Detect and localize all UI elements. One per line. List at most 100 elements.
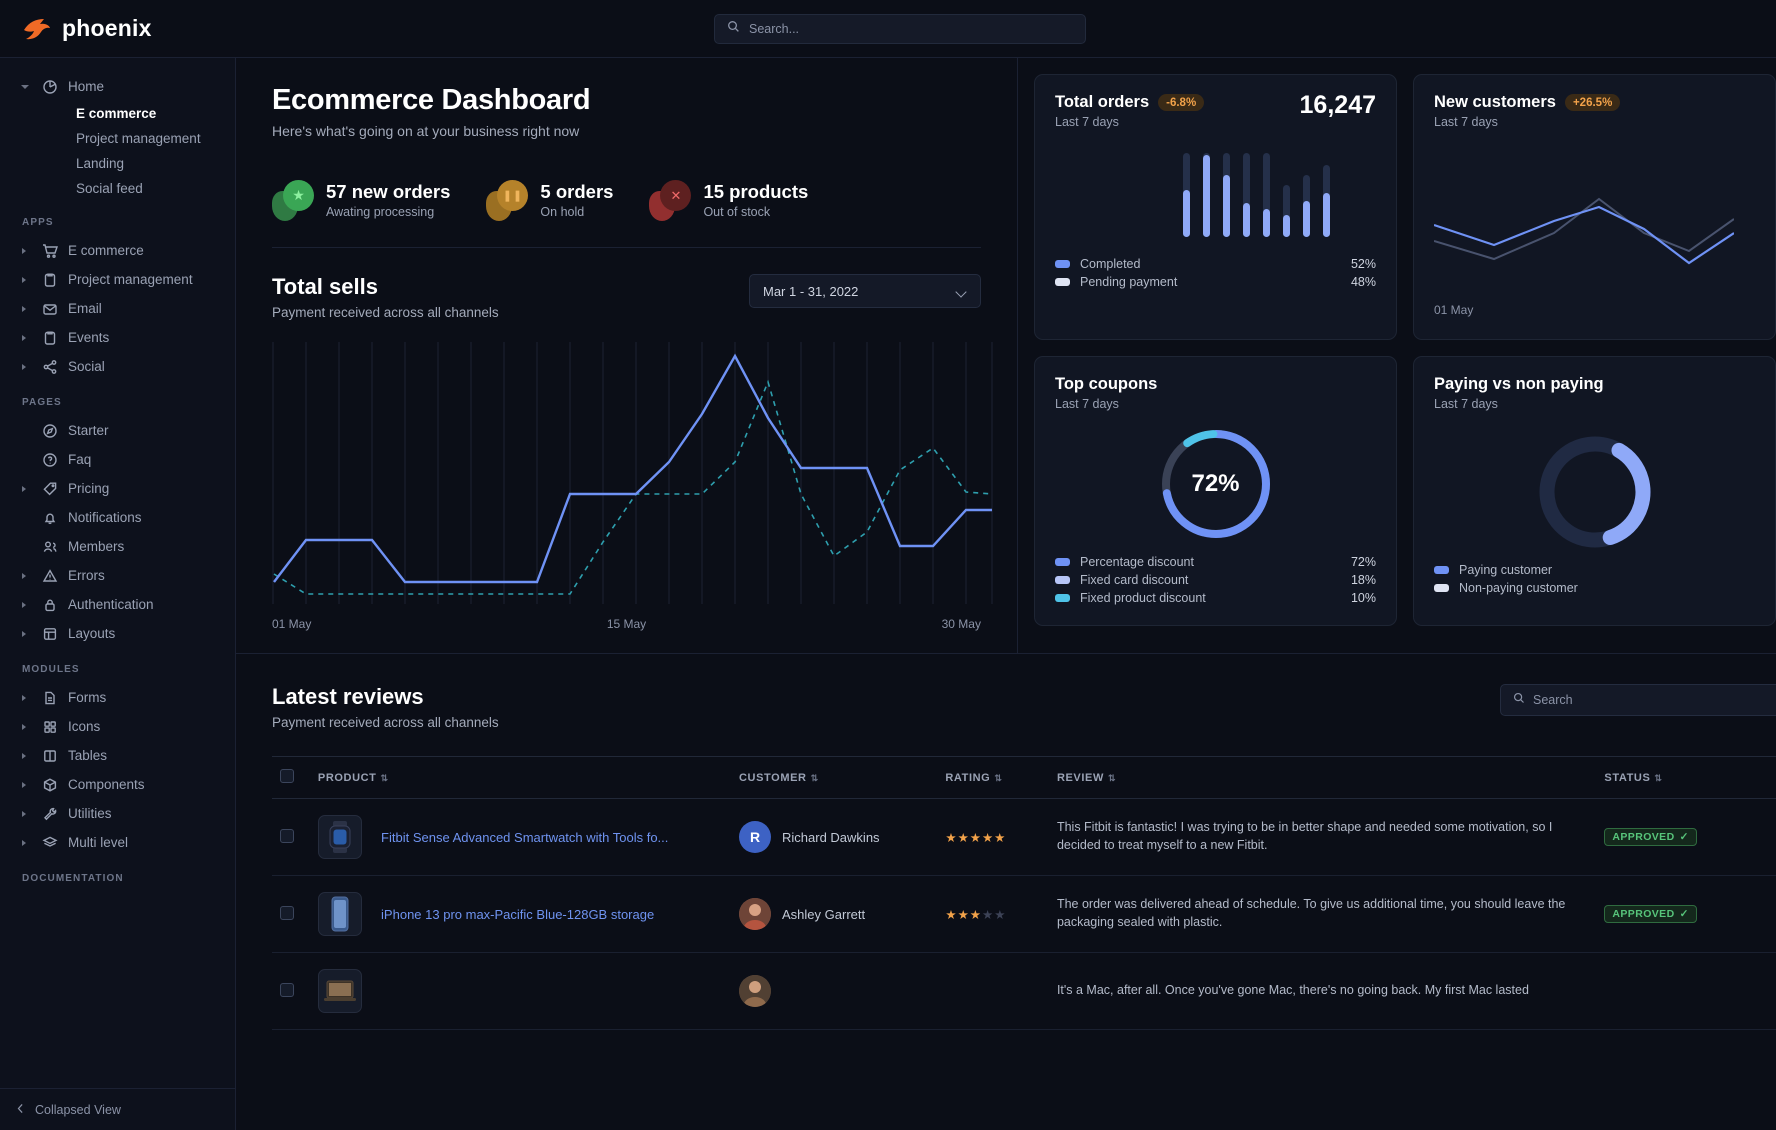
chevron-right-icon[interactable] [22, 780, 31, 789]
row-status-cell: APPROVED ✓ [1596, 875, 1776, 953]
chevron-right-icon[interactable] [22, 333, 31, 342]
avatar [739, 898, 772, 930]
row-checkbox[interactable] [280, 905, 294, 920]
card-subtitle: Last 7 days [1055, 397, 1119, 411]
sidebar-item-project-management[interactable]: Project management [0, 265, 235, 294]
sidebar-item-events[interactable]: Events [0, 323, 235, 352]
column-review[interactable]: REVIEW ⇅ [1048, 756, 1597, 799]
date-range-select[interactable]: Mar 1 - 31, 2022 [749, 274, 981, 308]
card-new-customers[interactable]: New customers +26.5% Last 7 days 01 May [1413, 74, 1776, 340]
sidebar-subitem-project-management[interactable]: Project management [76, 131, 201, 146]
reviews-search[interactable] [1500, 684, 1776, 716]
select-all-checkbox[interactable] [280, 769, 294, 783]
sidebar-item-faq[interactable]: Faq [0, 445, 235, 474]
column-product[interactable]: PRODUCT ⇅ [309, 756, 732, 799]
card-paying-vs-non-paying[interactable]: Paying vs non paying Last 7 days [1413, 356, 1776, 626]
paying-gauge [1434, 433, 1755, 551]
chevron-down-icon[interactable] [21, 82, 31, 91]
chevron-right-icon[interactable] [22, 838, 31, 847]
sidebar-item-components[interactable]: Components [0, 770, 235, 799]
card-total-orders[interactable]: Total orders -6.8% Last 7 days 16,247 [1034, 74, 1397, 340]
sort-icon[interactable]: ⇅ [1654, 772, 1663, 783]
series-previous [1434, 197, 1734, 261]
column-customer[interactable]: CUSTOMER ⇅ [731, 756, 938, 799]
column-label: STATUS [1604, 771, 1651, 784]
column-label: REVIEW [1056, 771, 1104, 784]
product-link[interactable]: Fitbit Sense Advanced Smartwatch with To… [381, 829, 669, 845]
card-subtitle: Last 7 days [1434, 397, 1498, 411]
sidebar-item-home[interactable]: Home [0, 72, 235, 101]
chevron-right-icon[interactable] [22, 693, 31, 702]
sidebar-item-notifications[interactable]: Notifications [0, 503, 235, 532]
chevron-right-icon[interactable] [22, 304, 31, 313]
global-search[interactable] [714, 14, 1086, 44]
stat-out-of-stock[interactable]: ✕ 15 products Out of stock [649, 179, 808, 221]
sidebar-item-forms[interactable]: Forms [0, 683, 235, 712]
review-text: It's a Mac, after all. Once you've gone … [1056, 983, 1529, 998]
table-row[interactable]: It's a Mac, after all. Once you've gone … [272, 952, 1776, 1030]
search-input[interactable] [749, 22, 1073, 36]
chevron-right-icon[interactable] [22, 275, 31, 284]
sort-icon[interactable]: ⇅ [380, 772, 389, 783]
product-link[interactable]: iPhone 13 pro max-Pacific Blue-128GB sto… [381, 906, 655, 922]
sidebar-subitem-landing[interactable]: Landing [76, 156, 125, 171]
chevron-down-icon[interactable] [956, 288, 967, 295]
sidebar-item-errors[interactable]: Errors [0, 561, 235, 590]
sidebar-item-utilities[interactable]: Utilities [0, 799, 235, 828]
table-row[interactable]: Fitbit Sense Advanced Smartwatch with To… [272, 798, 1776, 876]
pause-icon: ❚❚ [486, 179, 529, 221]
column-status[interactable]: STATUS ⇅ [1596, 756, 1776, 799]
row-product-cell[interactable]: Fitbit Sense Advanced Smartwatch with To… [373, 798, 732, 876]
row-checkbox[interactable] [280, 982, 294, 997]
sort-icon[interactable]: ⇅ [1107, 772, 1117, 783]
row-thumbnail-cell [309, 952, 374, 1030]
sidebar-item-multi-level[interactable]: Multi level [0, 828, 235, 857]
select-all-cell[interactable] [272, 756, 310, 799]
row-product-cell[interactable] [373, 952, 732, 1030]
sidebar-item-e-commerce[interactable]: E commerce [0, 236, 235, 265]
row-checkbox[interactable] [280, 828, 294, 843]
collapsed-view-toggle[interactable]: Collapsed View [0, 1088, 235, 1130]
sidebar-subitem-ecommerce[interactable]: E commerce [76, 106, 157, 121]
sidebar-item-starter[interactable]: Starter [0, 416, 235, 445]
sort-icon[interactable]: ⇅ [994, 772, 1003, 783]
stat-value: 57 new orders [326, 181, 451, 202]
sidebar-item-layouts[interactable]: Layouts [0, 619, 235, 648]
sidebar-item-authentication[interactable]: Authentication [0, 590, 235, 619]
series-current [1434, 205, 1734, 265]
chevron-right-icon[interactable] [22, 600, 31, 609]
chevron-right-icon[interactable] [22, 629, 31, 638]
brand[interactable]: phoenix [0, 15, 236, 42]
kpi-card-grid: Total orders -6.8% Last 7 days 16,247 [1018, 58, 1776, 653]
card-title: Paying vs non paying [1434, 375, 1604, 393]
sidebar-item-email[interactable]: Email [0, 294, 235, 323]
sidebar-item-pricing[interactable]: Pricing [0, 474, 235, 503]
row-select-cell[interactable] [272, 952, 310, 1030]
chevron-right-icon[interactable] [22, 484, 31, 493]
chevron-right-icon[interactable] [22, 246, 31, 255]
sidebar-item-label: Multi level [68, 835, 129, 850]
row-select-cell[interactable] [272, 875, 310, 953]
row-product-cell[interactable]: iPhone 13 pro max-Pacific Blue-128GB sto… [373, 875, 732, 953]
stat-new-orders[interactable]: ★ 57 new orders Awating processing [272, 179, 450, 221]
chevron-right-icon[interactable] [22, 722, 31, 731]
sidebar-item-members[interactable]: Members [0, 532, 235, 561]
sidebar-group-modules: MODULES [22, 664, 80, 675]
chevron-right-icon[interactable] [22, 571, 31, 580]
sort-icon[interactable]: ⇅ [810, 772, 819, 783]
chevron-right-icon[interactable] [22, 362, 31, 371]
row-select-cell[interactable] [272, 798, 310, 876]
legend-label: Paying customer [1459, 563, 1553, 577]
chevron-right-icon[interactable] [22, 751, 31, 760]
sidebar-item-social[interactable]: Social [0, 352, 235, 381]
sidebar-item-tables[interactable]: Tables [0, 741, 235, 770]
sidebar-item-icons[interactable]: Icons [0, 712, 235, 741]
stat-on-hold[interactable]: ❚❚ 5 orders On hold [486, 179, 613, 221]
reviews-search-input[interactable] [1533, 693, 1776, 707]
column-rating[interactable]: RATING ⇅ [937, 756, 1049, 799]
table-row[interactable]: iPhone 13 pro max-Pacific Blue-128GB sto… [272, 875, 1776, 953]
sidebar-subitem-social-feed[interactable]: Social feed [76, 181, 143, 196]
card-top-coupons[interactable]: Top coupons Last 7 days 72 [1034, 356, 1397, 626]
sidebar-item-label: Events [68, 330, 110, 345]
chevron-right-icon[interactable] [22, 809, 31, 818]
